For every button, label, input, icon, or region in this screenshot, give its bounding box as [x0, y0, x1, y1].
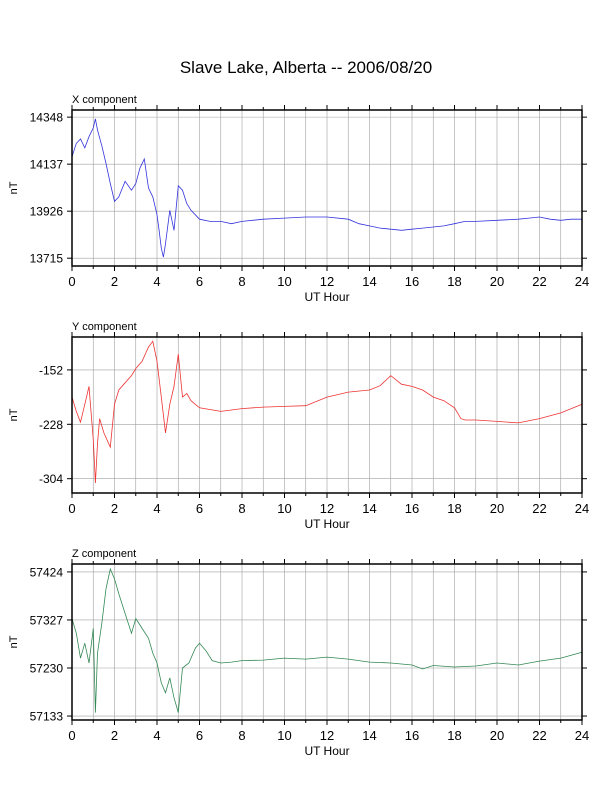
x-tick-label: 16: [405, 274, 419, 289]
x-tick-label: 18: [447, 274, 461, 289]
x-tick-label: 6: [196, 274, 203, 289]
y-tick-label: 14348: [30, 111, 64, 125]
x-tick-label: 12: [320, 274, 334, 289]
y-tick-label: 57230: [30, 662, 64, 676]
x-tick-label: 20: [490, 501, 504, 516]
y-tick-label: -152: [39, 363, 63, 377]
y-axis-label: nT: [8, 635, 20, 648]
x-tick-label: 22: [532, 274, 546, 289]
data-series-line: [71, 340, 583, 484]
x-tick-label: 0: [68, 501, 75, 516]
y-tick-label: -228: [39, 418, 63, 432]
x-tick-label: 4: [153, 274, 160, 289]
x-tick-label: 24: [575, 728, 589, 743]
x-tick-label: 22: [532, 728, 546, 743]
x-tick-label: 14: [362, 501, 376, 516]
panel-label: Z component: [72, 548, 136, 560]
figure-title: Slave Lake, Alberta -- 2006/08/20: [179, 58, 433, 77]
x-component-panel: 0 2 4 6 8 10 12 14 16 18 20 22 241371513926141371434…: [8, 94, 589, 304]
x-tick-label: 24: [575, 501, 589, 516]
data-series-line: [71, 567, 583, 713]
x-tick-label: 20: [490, 728, 504, 743]
y-axis-label: nT: [8, 408, 20, 421]
x-tick-label: 14: [362, 274, 376, 289]
y-tick-label: 57133: [30, 710, 64, 724]
y-tick-label: 57327: [30, 613, 64, 627]
x-tick-label: 2: [111, 501, 118, 516]
x-tick-label: 4: [153, 728, 160, 743]
panel-label: Y component: [72, 321, 137, 333]
x-tick-label: 16: [405, 501, 419, 516]
x-tick-label: 12: [320, 501, 334, 516]
x-tick-label: 6: [196, 501, 203, 516]
x-axis-label: UT Hour: [304, 517, 349, 531]
y-tick-label: 13926: [30, 205, 64, 219]
x-tick-label: 2: [111, 728, 118, 743]
x-tick-label: 22: [532, 501, 546, 516]
x-tick-label: 0: [68, 728, 75, 743]
x-tick-label: 0: [68, 274, 75, 289]
y-axis-label: nT: [8, 181, 20, 194]
x-tick-label: 20: [490, 274, 504, 289]
x-tick-label: 10: [277, 274, 291, 289]
y-tick-label: 14137: [30, 158, 64, 172]
x-tick-label: 10: [277, 501, 291, 516]
x-axis-label: UT Hour: [304, 744, 349, 758]
x-tick-label: 16: [405, 728, 419, 743]
y-tick-label: 57424: [30, 565, 64, 579]
x-tick-label: 8: [238, 501, 245, 516]
x-axis-label: UT Hour: [304, 290, 349, 304]
panel-label: X component: [72, 94, 137, 106]
x-tick-label: 14: [362, 728, 376, 743]
x-tick-label: 8: [238, 274, 245, 289]
x-tick-label: 18: [447, 728, 461, 743]
data-series-line: [71, 118, 582, 258]
x-tick-label: 18: [447, 501, 461, 516]
x-tick-label: 6: [196, 728, 203, 743]
x-tick-label: 2: [111, 274, 118, 289]
x-tick-label: 4: [153, 501, 160, 516]
y-tick-label: -304: [39, 472, 63, 486]
x-tick-label: 8: [238, 728, 245, 743]
x-tick-label: 10: [277, 728, 291, 743]
y-tick-label: 13715: [30, 252, 64, 266]
z-component-panel: 0 2 4 6 8 10 12 14 16 18 20 22 245713357230573275742…: [8, 548, 589, 758]
x-tick-label: 12: [320, 728, 334, 743]
x-tick-label: 24: [575, 274, 589, 289]
